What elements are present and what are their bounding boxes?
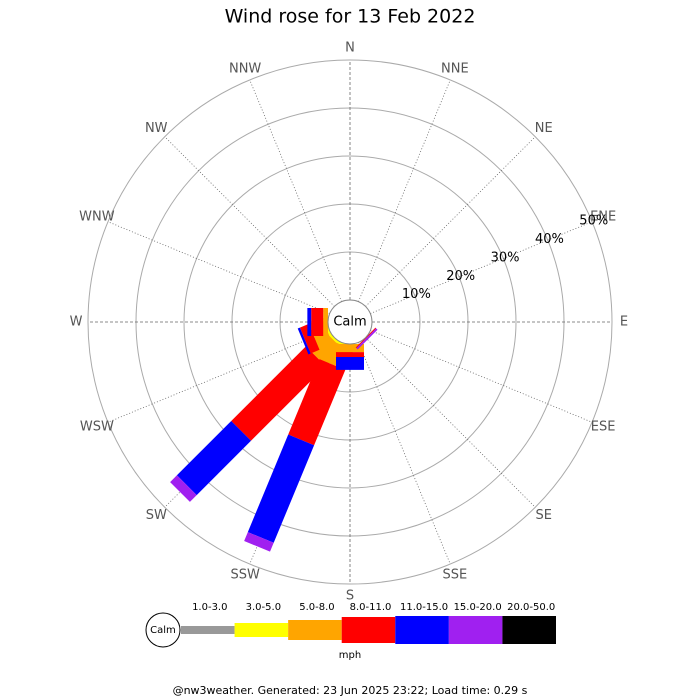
direction-label: NNW [229, 61, 261, 76]
bar-segment [288, 359, 346, 446]
spoke [370, 330, 593, 423]
legend-swatch [181, 626, 235, 634]
legend-calm-label: Calm [150, 625, 176, 636]
legend-label: 11.0-15.0 [400, 602, 448, 613]
spoke [370, 221, 593, 314]
grid-ring [87, 59, 613, 585]
direction-label: ESE [591, 419, 616, 434]
direction-label: NE [535, 121, 553, 136]
bar-segment [299, 323, 320, 354]
spoke [365, 337, 536, 508]
legend-label: 1.0-3.0 [192, 602, 227, 613]
legend-swatch [341, 617, 396, 643]
calm-label: Calm [333, 315, 366, 330]
bar-segment [170, 475, 197, 502]
spoke [249, 79, 342, 302]
spoke [107, 330, 330, 423]
direction-label: NNE [441, 61, 469, 76]
bar-segment [231, 346, 326, 441]
direction-label: SE [536, 508, 552, 523]
direction-label: SW [146, 508, 167, 523]
direction-label: S [346, 589, 354, 604]
bar-segment [244, 532, 274, 552]
legend-swatch [288, 620, 342, 640]
direction-label: NW [145, 121, 168, 136]
r-tick-label: 30% [491, 250, 520, 265]
direction-label: N [345, 41, 355, 56]
legend-swatch [395, 616, 449, 644]
bar-segment [297, 327, 311, 355]
direction-label: ENE [590, 210, 616, 225]
legend-label: 5.0-8.0 [299, 602, 334, 613]
spoke [365, 136, 536, 307]
grid-ring [183, 155, 517, 489]
spoke [358, 342, 451, 565]
legend-label: 3.0-5.0 [246, 602, 281, 613]
direction-label: E [620, 315, 628, 330]
legend-calm-circle [145, 612, 181, 648]
legend-label: 20.0-50.0 [507, 602, 555, 613]
bar-segment [307, 308, 312, 336]
r-tick-label: 20% [446, 269, 475, 284]
legend-unit: mph [339, 650, 361, 661]
r-tick-label: 50% [579, 214, 608, 229]
legend-label: 15.0-20.0 [454, 602, 502, 613]
spoke [107, 221, 330, 314]
direction-label: WNW [79, 210, 115, 225]
legend-swatch [234, 623, 289, 637]
bar-segment [356, 328, 378, 350]
legend-swatch [448, 616, 503, 644]
bar-segment [247, 434, 315, 543]
bar-segment [323, 308, 328, 336]
r-tick-label: 10% [402, 287, 431, 302]
spoke [358, 79, 451, 302]
r-tick-label: 40% [535, 232, 564, 247]
legend-swatch [502, 616, 556, 644]
calm-circle [327, 299, 373, 345]
bar-segment [336, 352, 364, 357]
spoke [164, 136, 335, 307]
direction-label: SSE [442, 568, 467, 583]
direction-label: W [70, 315, 83, 330]
direction-label: WSW [80, 419, 114, 434]
bar-segment [176, 420, 252, 496]
legend-label: 8.0-11.0 [350, 602, 392, 613]
bar-segment [336, 356, 364, 370]
bar-segment [311, 308, 324, 336]
direction-label: SSW [230, 568, 260, 583]
chart-title: Wind rose for 13 Feb 2022 [225, 6, 476, 28]
footer: @nw3weather. Generated: 23 Jun 2025 23:2… [173, 684, 528, 697]
